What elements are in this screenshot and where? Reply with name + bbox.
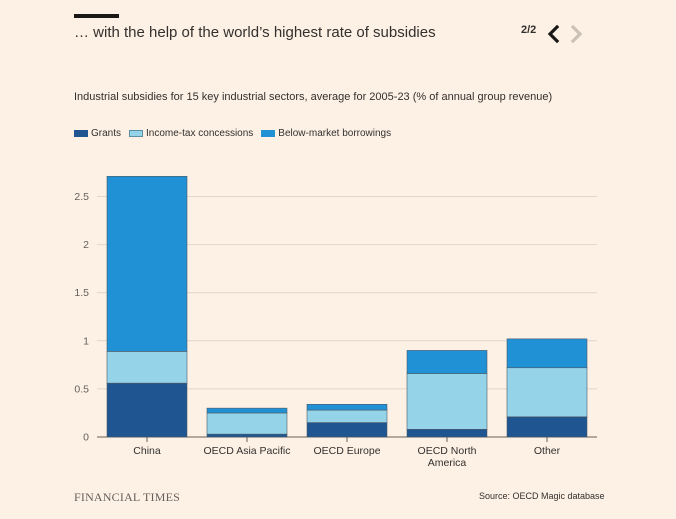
bar-segment-borrowings <box>306 403 388 411</box>
y-tick-label: 1 <box>83 335 89 347</box>
x-tick-label: OECD North <box>418 445 477 457</box>
legend-label-borrowings: Below-market borrowings <box>278 128 392 139</box>
x-tick-label: OECD Europe <box>313 445 380 457</box>
y-tick-label: 0.5 <box>74 383 89 395</box>
bar-segment-income-tax <box>206 412 288 435</box>
y-tick-label: 2 <box>83 239 89 251</box>
chart-legend: Grants Income-tax concessions Below-mark… <box>74 128 391 139</box>
bar-segment-income-tax <box>506 367 588 418</box>
bar-segment-borrowings <box>506 338 588 369</box>
legend-swatch-borrowings <box>261 130 276 137</box>
bar-segment-grants <box>406 429 488 438</box>
legend-item-income-tax: Income-tax concessions <box>129 128 253 139</box>
x-tick-label: OECD Asia Pacific <box>204 445 291 457</box>
legend-swatch-income-tax <box>129 130 144 137</box>
source-note: Source: OECD Magic database <box>479 491 605 501</box>
bar-segment-grants <box>206 433 288 438</box>
bar-segment-borrowings <box>106 175 188 352</box>
chart-headline: … with the help of the world’s highest r… <box>74 24 436 41</box>
y-tick-label: 0 <box>83 432 89 444</box>
bar-segment-borrowings <box>206 407 288 414</box>
x-tick-label: America <box>428 457 467 469</box>
bar-segment-income-tax <box>106 351 188 384</box>
legend-label-income-tax: Income-tax concessions <box>146 128 254 139</box>
legend-item-borrowings: Below-market borrowings <box>261 128 391 139</box>
legend-label-grants: Grants <box>91 128 122 139</box>
ft-logo: FINANCIAL TIMES <box>74 490 181 504</box>
next-chevron-icon[interactable] <box>566 24 586 44</box>
bar-segment-grants <box>506 416 588 438</box>
page-indicator: 2/2 <box>521 24 537 36</box>
chart-subtitle: Industrial subsidies for 15 key industri… <box>74 91 553 103</box>
x-tick-label: Other <box>534 445 561 457</box>
y-tick-label: 1.5 <box>74 287 89 299</box>
bar-segment-borrowings <box>406 350 488 374</box>
y-tick-label: 2.5 <box>74 191 89 203</box>
bar-segment-grants <box>306 422 388 438</box>
legend-swatch-grants <box>74 130 88 137</box>
previous-chevron-icon[interactable] <box>544 24 564 44</box>
bar-segment-grants <box>106 382 188 438</box>
header-rule <box>74 14 119 18</box>
bar-segment-income-tax <box>306 409 388 423</box>
x-tick-label: China <box>133 445 161 457</box>
bar-segment-income-tax <box>406 373 488 430</box>
legend-item-grants: Grants <box>74 128 121 139</box>
